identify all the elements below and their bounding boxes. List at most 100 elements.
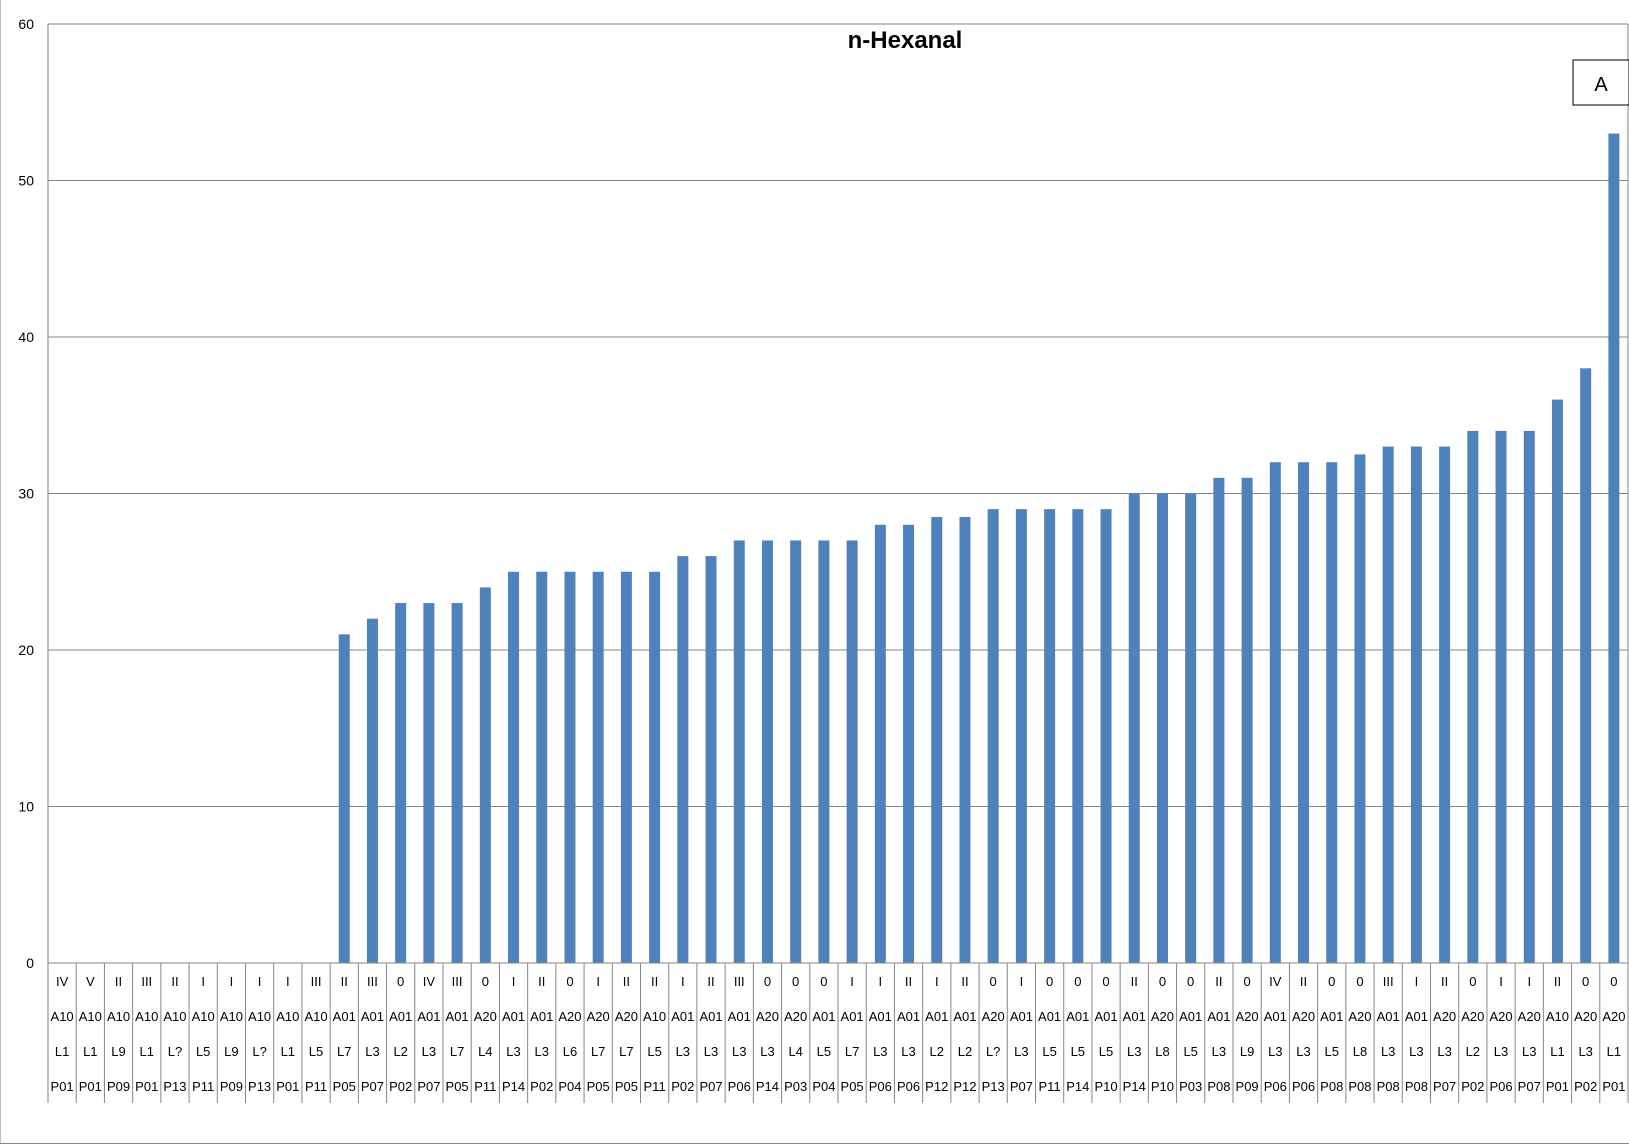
category-label: L3	[1296, 1044, 1310, 1059]
category-label: A10	[163, 1009, 186, 1024]
category-label: P01	[276, 1079, 299, 1094]
category-label: A01	[1207, 1009, 1230, 1024]
category-label: L1	[55, 1044, 69, 1059]
category-label: P02	[389, 1079, 412, 1094]
category-label: L5	[1099, 1044, 1113, 1059]
y-tick-labels: 0 10 20 30 40 50 60	[18, 16, 34, 971]
bar	[1213, 477, 1225, 963]
category-label: P09	[1236, 1079, 1259, 1094]
category-label: L5	[1325, 1044, 1339, 1059]
category-label: 0	[1469, 974, 1476, 989]
category-label: P07	[699, 1079, 722, 1094]
category-label: L3	[676, 1044, 690, 1059]
bar	[1326, 462, 1338, 963]
category-label: A20	[756, 1009, 779, 1024]
bar	[1298, 462, 1310, 963]
bar	[677, 556, 689, 963]
bar	[1185, 493, 1197, 963]
category-label: P03	[1179, 1079, 1202, 1094]
category-label: P14	[756, 1079, 779, 1094]
category-label: P13	[982, 1079, 1005, 1094]
category-label: P06	[728, 1079, 751, 1094]
y-tick-label: 40	[18, 329, 34, 345]
bar	[1128, 493, 1140, 963]
category-label: L1	[140, 1044, 154, 1059]
category-label: P06	[897, 1079, 920, 1094]
category-label: P01	[79, 1079, 102, 1094]
category-label: A01	[389, 1009, 412, 1024]
category-label: II	[623, 974, 630, 989]
chart-title: n-Hexanal	[848, 27, 963, 54]
category-label: A01	[361, 1009, 384, 1024]
category-label: L3	[1381, 1044, 1395, 1059]
category-label: L9	[111, 1044, 125, 1059]
category-label: A01	[530, 1009, 553, 1024]
category-label: P08	[1377, 1079, 1400, 1094]
category-label: A01	[699, 1009, 722, 1024]
category-label: L1	[1550, 1044, 1564, 1059]
category-label: L3	[1212, 1044, 1226, 1059]
category-label: A20	[1489, 1009, 1512, 1024]
bar	[1608, 133, 1620, 964]
y-tick-label: 30	[18, 486, 34, 502]
category-label: P14	[1123, 1079, 1146, 1094]
category-label: L5	[1183, 1044, 1197, 1059]
category-label: P08	[1405, 1079, 1428, 1094]
category-label: P04	[812, 1079, 835, 1094]
category-label: L3	[1268, 1044, 1282, 1059]
category-label: P02	[530, 1079, 553, 1094]
category-label: I	[258, 974, 262, 989]
bar	[931, 516, 943, 963]
category-label: P10	[1151, 1079, 1174, 1094]
category-label: A10	[248, 1009, 271, 1024]
category-label: L3	[732, 1044, 746, 1059]
category-label: A10	[276, 1009, 299, 1024]
category-label: L9	[1240, 1044, 1254, 1059]
category-label: A01	[502, 1009, 525, 1024]
category-label: P07	[361, 1079, 384, 1094]
category-label: P12	[953, 1079, 976, 1094]
bar	[1044, 509, 1056, 963]
category-label: II	[1131, 974, 1138, 989]
bar	[1354, 454, 1366, 963]
category-label: A20	[1292, 1009, 1315, 1024]
category-label: P02	[1574, 1079, 1597, 1094]
category-label: L5	[647, 1044, 661, 1059]
category-label: A10	[192, 1009, 215, 1024]
category-label: L1	[83, 1044, 97, 1059]
bar	[987, 509, 999, 963]
category-label: 0	[1102, 974, 1109, 989]
category-label: A20	[784, 1009, 807, 1024]
category-label: 0	[764, 974, 771, 989]
category-label: L9	[224, 1044, 238, 1059]
category-label: L8	[1353, 1044, 1367, 1059]
bar	[1523, 430, 1535, 963]
category-label: A01	[446, 1009, 469, 1024]
category-label: 0	[1328, 974, 1335, 989]
bar	[1439, 446, 1451, 963]
category-label: P06	[1264, 1079, 1287, 1094]
category-label: L3	[506, 1044, 520, 1059]
bar	[366, 618, 378, 963]
category-label: 0	[1159, 974, 1166, 989]
category-label: A01	[1264, 1009, 1287, 1024]
bar	[536, 571, 548, 963]
category-label: 0	[1074, 974, 1081, 989]
bar	[1551, 399, 1563, 964]
category-label: 0	[820, 974, 827, 989]
category-label: P01	[1602, 1079, 1625, 1094]
category-label: L7	[337, 1044, 351, 1059]
category-label: L7	[845, 1044, 859, 1059]
category-label: I	[201, 974, 205, 989]
category-label: A10	[643, 1009, 666, 1024]
category-label: I	[286, 974, 290, 989]
category-label: P05	[446, 1079, 469, 1094]
category-label: P04	[558, 1079, 581, 1094]
bar	[508, 571, 520, 963]
category-label: I	[1499, 974, 1503, 989]
bar	[395, 603, 407, 963]
bar	[761, 540, 773, 963]
bar	[818, 540, 830, 963]
category-label: L2	[958, 1044, 972, 1059]
category-label: L4	[788, 1044, 802, 1059]
